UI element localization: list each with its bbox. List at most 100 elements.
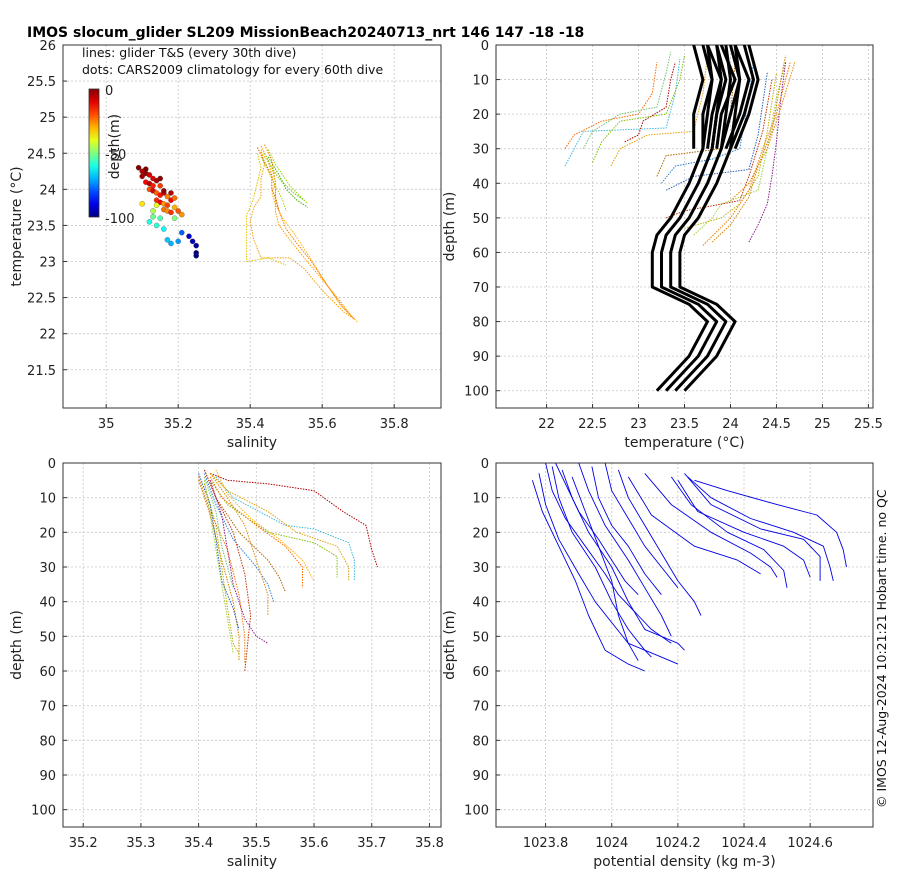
x-tick-label: 35.8	[415, 836, 444, 851]
glider-temperature-profile	[592, 55, 685, 163]
y-axis-label: temperature (°C)	[9, 166, 25, 286]
climatology-dot	[139, 173, 145, 180]
glider-salinity-profile	[215, 476, 355, 581]
glider-temperature-profile	[564, 62, 658, 149]
climatology-dot	[175, 208, 181, 214]
y-tick-label: 30	[39, 561, 56, 576]
glider-density-profile	[644, 473, 778, 578]
glider-ts-line	[256, 147, 280, 212]
glider-salinity-profile	[209, 476, 303, 588]
climatology-temperature-profile	[678, 45, 742, 392]
glider-ts-line	[246, 153, 287, 266]
glider-density-profile	[578, 463, 672, 637]
glider-temperature-profile	[711, 55, 787, 243]
x-tick-label: 1023.8	[523, 836, 569, 851]
axes-frame	[495, 462, 874, 828]
x-tick-label: 1024	[595, 836, 628, 851]
y-tick-label: 10	[39, 492, 56, 507]
glider-temperature-profile	[624, 62, 676, 143]
climatology-temperature-short	[719, 45, 742, 150]
legend-text: lines: glider T&S (every 30th dive)	[82, 45, 296, 60]
climatology-dot	[186, 233, 192, 239]
glider-ts-line	[260, 151, 359, 324]
climatology-dot	[164, 237, 171, 243]
y-tick-label: 40	[472, 177, 489, 192]
climatology-dot	[179, 229, 185, 236]
glider-density-profile	[627, 476, 761, 575]
climatology-temperature-profile	[669, 45, 732, 392]
glider-temperature-profile	[582, 51, 672, 149]
x-tick-label: 24	[722, 417, 739, 432]
glider-density-profile	[694, 479, 847, 568]
glider-salinity-profile	[203, 473, 275, 602]
colorbar-tick-label: 0	[105, 84, 113, 99]
climatology-dot	[164, 193, 171, 200]
glider-density-profile	[591, 466, 662, 595]
climatology-dot	[143, 166, 149, 172]
glider-density-profile	[670, 476, 788, 588]
x-tick-label: 23	[630, 417, 647, 432]
y-tick-label: 10	[472, 492, 489, 507]
x-tick-label: 35.2	[69, 836, 98, 851]
y-tick-label: 60	[472, 665, 489, 680]
glider-temperature-profile	[730, 62, 796, 201]
climatology-dot	[150, 208, 156, 214]
panel-density_profile: 1023.8 1024 1024.2 1024.4 1024.6 0 10 20 30 40 50 6…	[442, 457, 874, 870]
climatology-dot	[175, 238, 181, 245]
glider-ts-line	[249, 149, 355, 320]
climatology-dot	[193, 242, 199, 249]
colorbar-label: depth(m)	[107, 114, 123, 179]
climatology-temperature-profile	[660, 45, 723, 392]
y-tick-label: 90	[472, 350, 489, 365]
glider-density-profile	[545, 463, 672, 644]
x-tick-label: 35.8	[380, 417, 409, 432]
x-tick-label: 1024.6	[787, 836, 833, 851]
y-tick-label: 0	[48, 457, 56, 472]
glider-density-profile	[571, 476, 679, 665]
climatology-dot	[189, 238, 196, 245]
climatology-dot	[171, 204, 178, 211]
glider-ts-line	[264, 144, 355, 320]
x-tick-label: 22.5	[578, 417, 607, 432]
glider-temperature-profile	[693, 62, 787, 236]
glider-salinity-profile	[198, 473, 240, 630]
panel-temperature_profile: 22 22.5 23 23.5 24 24.5 25 25.5 0 10 20 30 40 50 60 70 8…	[442, 39, 883, 451]
glider-salinity-profile	[210, 472, 378, 568]
plot-area	[135, 144, 359, 324]
glider-salinity-profile	[215, 469, 315, 582]
y-tick-label: 100	[464, 385, 489, 400]
figure-title: IMOS slocum_glider SL209 MissionBeach202…	[27, 25, 584, 41]
x-tick-label: 24.5	[762, 417, 791, 432]
y-tick-label: 60	[39, 665, 56, 680]
y-tick-label: 70	[472, 281, 489, 296]
glider-temperature-profile	[665, 72, 768, 191]
y-tick-label: 0	[481, 39, 489, 54]
panel-ts: 35 35.2 35.4 35.6 35.8 21.5 22 22.5 23 23.5 24 24.5…	[9, 39, 442, 451]
glider-salinity-profile	[203, 483, 240, 654]
plot-area	[564, 45, 796, 392]
climatology-dot	[168, 190, 174, 196]
x-axis-label: salinity	[227, 854, 277, 870]
glider-salinity-profile	[209, 473, 350, 581]
climatology-dot	[153, 222, 160, 229]
y-tick-label: 90	[472, 769, 489, 784]
x-axis-label: potential density (kg m-3)	[593, 854, 775, 870]
glider-temperature-profile	[564, 58, 681, 167]
climatology-dot	[146, 172, 153, 178]
glider-temperature-profile	[661, 62, 754, 184]
glider-salinity-profile	[203, 476, 234, 588]
x-tick-label: 35.3	[126, 836, 155, 851]
glider-ts-line	[267, 156, 309, 208]
y-tick-label: 70	[472, 700, 489, 715]
glider-salinity-profile	[203, 480, 234, 654]
y-tick-label: 50	[39, 630, 56, 645]
climatology-temperature-short	[701, 45, 714, 149]
y-tick-label: 25	[39, 111, 56, 126]
x-tick-label: 35.5	[242, 836, 271, 851]
y-tick-label: 60	[472, 246, 489, 261]
y-tick-label: 80	[39, 734, 56, 749]
colorbar-tick-label: -100	[105, 212, 135, 227]
x-tick-label: 35.4	[236, 417, 265, 432]
climatology-dot	[150, 214, 156, 220]
glider-density-profile	[561, 469, 685, 651]
